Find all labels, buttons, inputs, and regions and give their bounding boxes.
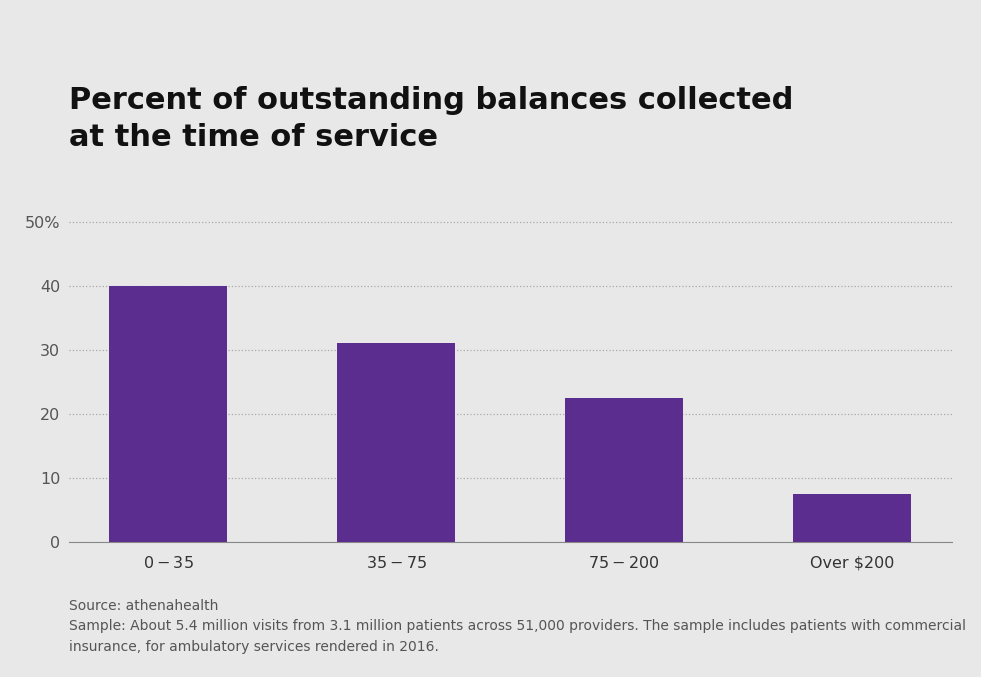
Bar: [336, 343, 455, 542]
Text: insurance, for ambulatory services rendered in 2016.: insurance, for ambulatory services rende…: [69, 640, 439, 654]
Bar: [109, 286, 228, 542]
Bar: [565, 397, 684, 542]
Text: Percent of outstanding balances collected
at the time of service: Percent of outstanding balances collecte…: [69, 86, 793, 152]
Bar: [793, 494, 911, 542]
Text: Source: athenahealth: Source: athenahealth: [69, 599, 218, 613]
Text: Sample: About 5.4 million visits from 3.1 million patients across 51,000 provide: Sample: About 5.4 million visits from 3.…: [69, 619, 965, 634]
